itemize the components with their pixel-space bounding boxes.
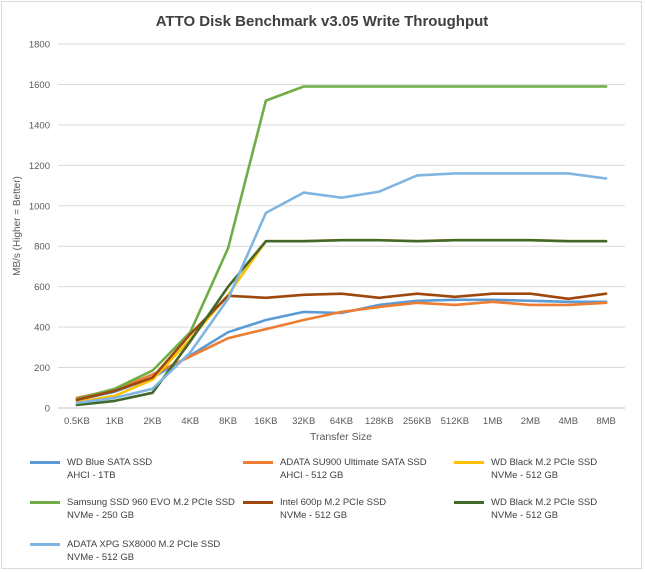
legend-series-subname: NVMe - 512 GB [491,510,559,521]
series-line-6 [75,238,608,407]
legend-swatch [243,461,273,464]
y-tick-label: 0 [45,404,50,415]
legend-series-name: Samsung SSD 960 EVO M.2 PCIe SSD [67,497,235,508]
x-tick-label: 1MB [483,416,503,427]
y-tick-label: 1600 [29,80,50,91]
legend-series-subname: AHCI - 512 GB [280,470,344,481]
x-tick-label: 2KB [144,416,162,427]
series-line-2 [75,300,608,400]
series-line-3 [75,238,608,404]
y-axis-ticks: 0 200 400 600 800 1000 1200 1400 1600 1800 [29,40,50,415]
y-tick-label: 800 [34,242,50,253]
x-tick-label: 512KB [441,416,470,427]
legend-series-subname: NVMe - 512 GB [67,552,135,563]
legend-series-name: WD Blue SATA SSD [67,457,153,468]
y-tick-label: 1400 [29,120,50,131]
legend-swatch [454,461,484,464]
y-tick-label: 600 [34,282,50,293]
chart-title: ATTO Disk Benchmark v3.05 Write Throughp… [156,13,489,30]
x-tick-label: 4MB [559,416,579,427]
y-tick-label: 400 [34,323,50,334]
legend-series-name: ADATA SU900 Ultimate SATA SSD [280,457,427,468]
legend-swatch [243,501,273,504]
legend-series-name: WD Black M.2 PCIe SSD [491,457,598,468]
legend-series-name: Intel 600p M.2 PCIe SSD [280,497,387,508]
x-axis-ticks: 0.5KB 1KB 2KB 4KB 8KB 16KB 32KB 64KB 128KB 256KB 5… [64,416,616,427]
x-tick-label: 256KB [403,416,432,427]
legend-series-name: WD Black M.2 PCIe SSD [491,497,598,508]
y-tick-label: 1800 [29,40,50,51]
legend-swatch [30,501,60,504]
y-tick-label: 200 [34,363,50,374]
legend-series-name: ADATA XPG SX8000 M.2 PCIe SSD [67,539,221,550]
x-tick-label: 16KB [254,416,277,427]
x-axis-label: Transfer Size [310,431,372,443]
legend-swatch [30,461,60,464]
x-tick-label: 0.5KB [64,416,90,427]
x-tick-label: 4KB [181,416,199,427]
y-tick-label: 1200 [29,161,50,172]
series-line-7 [75,172,608,405]
legend-swatch [454,501,484,504]
y-axis-label: MB/s (Higher = Better) [12,176,23,276]
x-tick-label: 128KB [365,416,394,427]
legend-series-subname: NVMe - 512 GB [491,470,559,481]
x-tick-label: 32KB [292,416,315,427]
line-chart: ATTO Disk Benchmark v3.05 Write Throughp… [12,13,625,443]
x-tick-label: 8MB [596,416,616,427]
x-tick-label: 2MB [521,416,541,427]
legend-series-subname: NVMe - 512 GB [280,510,348,521]
chart-legend: WD Blue SATA SSD AHCI - 1TB ADATA SU900 Ul… [0,452,645,572]
x-tick-label: 8KB [219,416,237,427]
y-tick-label: 1000 [29,201,50,212]
legend-swatch [30,543,60,546]
legend-series-subname: AHCI - 1TB [67,470,116,481]
series-lines [75,85,608,407]
series-line-5 [75,292,608,402]
x-tick-label: 64KB [330,416,353,427]
legend-series-subname: NVMe - 250 GB [67,510,135,521]
series-line-4 [75,85,608,401]
gridlines [58,43,625,409]
x-tick-label: 1KB [106,416,124,427]
